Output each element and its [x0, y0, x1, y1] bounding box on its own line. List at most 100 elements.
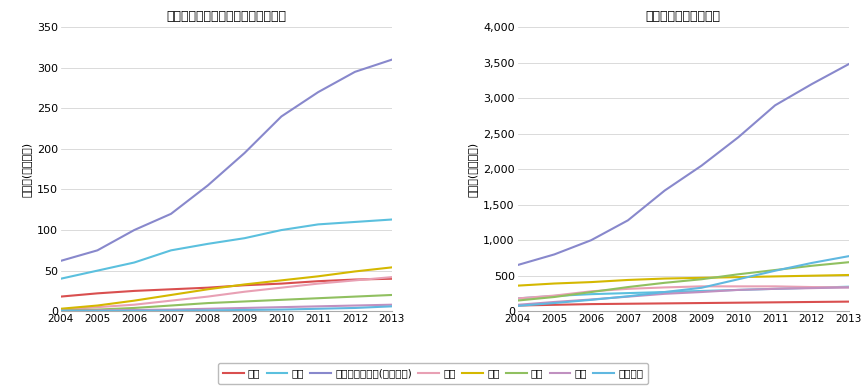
中東	[513, 303, 523, 307]
Line: 日本: 日本	[518, 301, 849, 305]
東欧	[513, 296, 523, 301]
Line: 東欧: 東欧	[518, 286, 849, 298]
北米	[734, 287, 744, 292]
アジア・太平洋(日本以外)	[513, 263, 523, 267]
日本	[55, 294, 66, 299]
アフリカ	[276, 307, 287, 312]
中東	[807, 286, 818, 291]
西欧	[239, 282, 249, 287]
中東	[623, 294, 633, 299]
アフリカ	[350, 306, 360, 310]
日本	[165, 287, 176, 292]
南米	[239, 299, 249, 304]
南米	[313, 296, 323, 301]
中東	[549, 300, 559, 304]
アジア・太平洋(日本以外)	[129, 228, 139, 232]
アジア・太平洋(日本以外)	[239, 151, 249, 155]
西欧	[807, 273, 818, 278]
西欧	[165, 293, 176, 297]
西欧	[696, 275, 707, 280]
東欧	[165, 298, 176, 303]
北米	[660, 290, 670, 294]
北米	[843, 284, 854, 289]
日本	[770, 300, 780, 305]
南米	[129, 306, 139, 310]
南米	[55, 308, 66, 313]
Line: アジア・太平洋(日本以外): アジア・太平洋(日本以外)	[518, 64, 849, 265]
Line: 東欧: 東欧	[61, 277, 391, 310]
アフリカ	[586, 298, 597, 302]
北米	[203, 242, 213, 246]
中東	[165, 307, 176, 312]
アフリカ	[623, 294, 633, 299]
日本	[350, 277, 360, 282]
アフリカ	[239, 308, 249, 312]
日本	[92, 291, 102, 296]
西欧	[623, 278, 633, 282]
北米	[770, 287, 780, 291]
Title: 【移動体市場契約数】: 【移動体市場契約数】	[646, 10, 721, 23]
Title: 【固定ブロードバンド市場契約数】: 【固定ブロードバンド市場契約数】	[166, 10, 286, 23]
日本	[203, 286, 213, 290]
日本	[807, 300, 818, 304]
西欧	[276, 278, 287, 283]
Line: アフリカ: アフリカ	[61, 306, 391, 311]
アフリカ	[734, 277, 744, 282]
中東	[696, 290, 707, 294]
北米	[350, 220, 360, 224]
Y-axis label: 契約数(百万世帯): 契約数(百万世帯)	[21, 142, 31, 197]
西欧	[843, 273, 854, 277]
日本	[239, 283, 249, 287]
中東	[350, 303, 360, 308]
日本	[313, 279, 323, 284]
アフリカ	[807, 261, 818, 265]
東欧	[313, 281, 323, 286]
アジア・太平洋(日本以外)	[276, 114, 287, 119]
アジア・太平洋(日本以外)	[660, 188, 670, 193]
東欧	[807, 285, 818, 289]
南米	[586, 290, 597, 294]
アジア・太平洋(日本以外)	[350, 70, 360, 74]
アフリカ	[770, 268, 780, 273]
中東	[313, 304, 323, 308]
東欧	[350, 278, 360, 283]
中東	[586, 297, 597, 302]
西欧	[92, 303, 102, 308]
中東	[203, 307, 213, 311]
北米	[549, 294, 559, 298]
アフリカ	[313, 307, 323, 311]
東欧	[55, 307, 66, 312]
北米	[696, 289, 707, 293]
東欧	[92, 305, 102, 310]
アフリカ	[129, 308, 139, 313]
Line: 北米: 北米	[61, 219, 391, 279]
東欧	[276, 286, 287, 290]
北米	[513, 296, 523, 301]
東欧	[386, 275, 397, 279]
北米	[239, 236, 249, 240]
日本	[513, 303, 523, 308]
アフリカ	[165, 308, 176, 313]
日本	[276, 281, 287, 286]
東欧	[696, 284, 707, 289]
日本	[129, 289, 139, 293]
アジア・太平洋(日本以外)	[203, 183, 213, 188]
アフリカ	[843, 254, 854, 259]
アジア・太平洋(日本以外)	[843, 62, 854, 67]
東欧	[843, 285, 854, 290]
南米	[386, 293, 397, 297]
Legend: 日本, 北米, アジア・太平洋(日本以外), 東欧, 西欧, 南米, 中東, アフリカ: 日本, 北米, アジア・太平洋(日本以外), 東欧, 西欧, 南米, 中東, ア…	[217, 363, 649, 384]
南米	[734, 272, 744, 277]
東欧	[549, 293, 559, 298]
南米	[276, 298, 287, 302]
日本	[386, 277, 397, 281]
アジア・太平洋(日本以外)	[734, 135, 744, 140]
西欧	[350, 269, 360, 274]
西欧	[386, 265, 397, 270]
西欧	[770, 274, 780, 279]
西欧	[586, 280, 597, 284]
東欧	[129, 302, 139, 307]
北米	[92, 268, 102, 273]
中東	[239, 306, 249, 310]
西欧	[513, 283, 523, 288]
